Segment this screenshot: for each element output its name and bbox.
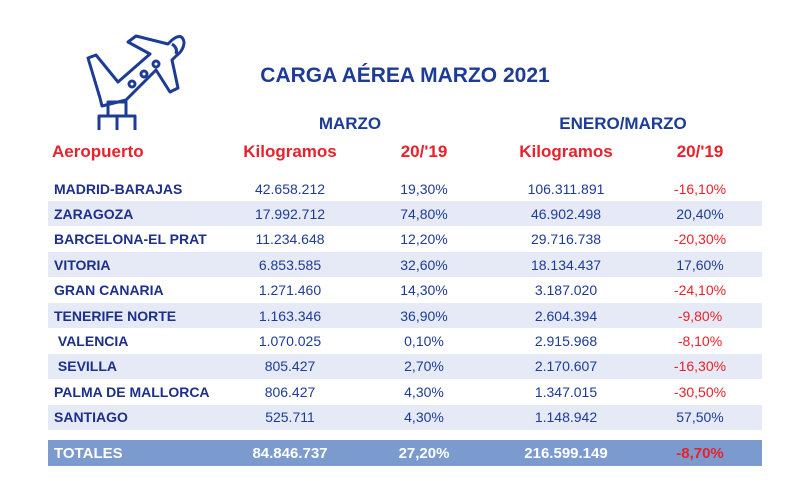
cell-airport: VITORIA: [54, 256, 111, 273]
cell-airport: ZARAGOZA: [54, 205, 134, 222]
table-row: ZARAGOZA 17.992.712 74,80% 46.902.498 20,40%: [48, 201, 762, 227]
cell-kg-marzo: 806.427: [264, 383, 316, 400]
totals-kg-marzo: 84.846.737: [252, 444, 328, 462]
cell-kg-acum: 46.902.498: [530, 205, 602, 222]
cell-var-acum: -16,30%: [673, 358, 727, 375]
cell-var-marzo: 0,10%: [404, 332, 444, 349]
table-row: MADRID-BARAJAS 42.658.212 19,30% 106.311.89…: [48, 176, 762, 201]
cell-kg-marzo: 1.163.346: [258, 307, 322, 324]
cell-var-marzo: 12,20%: [400, 231, 448, 248]
totals-label: TOTALES: [54, 444, 123, 462]
cell-kg-acum: 29.716.738: [530, 231, 602, 248]
cell-var-acum: 57,50%: [676, 409, 724, 426]
cell-var-acum: -30,50%: [673, 383, 727, 400]
cell-kg-marzo: 11.234.648: [255, 231, 325, 248]
cell-airport: SEVILLA: [54, 358, 118, 375]
table-row: VALENCIA 1.070.025 0,10% 2.915.968 -8,10%: [48, 328, 762, 353]
cell-kg-acum: 2.170.607: [534, 358, 598, 375]
cell-kg-acum: 3.187.020: [534, 282, 598, 299]
totals-var-marzo: 27,20%: [398, 444, 450, 462]
table-row: PALMA DE MALLORCA 806.427 4,30% 1.347.015 -3…: [48, 379, 762, 404]
cell-var-acum: -8,10%: [677, 332, 723, 349]
cell-airport: SANTIAGO: [54, 409, 128, 426]
table-row: SEVILLA 805.427 2,70% 2.170.607 -16,30%: [48, 353, 762, 379]
cell-kg-acum: 18.134.437: [530, 256, 602, 273]
cell-var-acum: 20,40%: [676, 205, 724, 222]
cell-kg-marzo: 1.271.460: [258, 282, 322, 299]
cell-var-marzo: 4,30%: [404, 409, 444, 426]
column-header-var-acum: 20/'19: [676, 142, 724, 161]
table-row: VITORIA 6.853.585 32,60% 18.134.437 17,60%: [48, 252, 762, 278]
cell-var-acum: -9,80%: [677, 307, 723, 324]
cell-kg-marzo: 805.427: [264, 358, 316, 375]
cell-airport: TENERIFE NORTE: [54, 307, 177, 324]
cell-var-acum: -16,10%: [673, 180, 727, 197]
cell-kg-acum: 1.148.942: [534, 409, 598, 426]
cell-kg-marzo: 6.853.585: [258, 256, 322, 273]
cell-var-marzo: 4,30%: [404, 383, 444, 400]
column-header-kg-acum: Kilogramos: [519, 142, 613, 161]
cell-var-marzo: 14,30%: [400, 282, 448, 299]
totals-row: TOTALES 84.846.737 27,20% 216.599.149 -8…: [48, 440, 762, 466]
cell-airport: BARCELONA-EL PRAT: [54, 231, 207, 248]
cell-airport: MADRID-BARAJAS: [54, 180, 183, 197]
cell-var-marzo: 19,30%: [400, 180, 448, 197]
column-header-aeropuerto: Aeropuerto: [52, 142, 144, 161]
cell-var-acum: -20,30%: [673, 231, 727, 248]
page-title: CARGA AÉREA MARZO 2021: [260, 64, 550, 87]
column-header-kg-marzo: Kilogramos: [243, 142, 337, 161]
column-header-var-marzo: 20/'19: [400, 142, 448, 161]
cell-kg-acum: 1.347.015: [534, 383, 598, 400]
table-row: GRAN CANARIA 1.271.460 14,30% 3.187.020 -24,…: [48, 278, 762, 303]
cell-var-acum: 17,60%: [676, 256, 724, 273]
totals-kg-acum: 216.599.149: [524, 444, 608, 462]
table-row: TENERIFE NORTE 1.163.346 36,90% 2.604.394 -9…: [48, 303, 762, 328]
cell-kg-acum: 2.604.394: [534, 307, 598, 324]
totals-var-acum: -8,70%: [676, 444, 724, 462]
cell-kg-acum: 2.915.968: [534, 332, 598, 349]
cell-kg-acum: 106.311.891: [527, 180, 605, 197]
cell-var-marzo: 2,70%: [404, 358, 444, 375]
cargo-plane-icon: [80, 30, 190, 135]
cell-kg-marzo: 1.070.025: [258, 332, 322, 349]
cell-kg-marzo: 17.992.712: [254, 205, 326, 222]
group-header-enero-marzo: ENERO/MARZO: [559, 114, 687, 133]
cell-airport: PALMA DE MALLORCA: [54, 383, 210, 400]
group-header-marzo: MARZO: [318, 114, 382, 133]
cell-var-acum: -24,10%: [673, 282, 727, 299]
cell-kg-marzo: 525.711: [265, 409, 315, 426]
cell-airport: VALENCIA: [54, 332, 129, 349]
cell-kg-marzo: 42.658.212: [254, 180, 326, 197]
table-row: BARCELONA-EL PRAT 11.234.648 12,20% 29.716.…: [48, 227, 762, 252]
table-row: SANTIAGO 525.711 4,30% 1.148.942 57,50%: [48, 404, 762, 430]
cell-airport: GRAN CANARIA: [54, 282, 164, 299]
cell-var-marzo: 32,60%: [400, 256, 448, 273]
cell-var-marzo: 74,80%: [400, 205, 448, 222]
cell-var-marzo: 36,90%: [400, 307, 448, 324]
